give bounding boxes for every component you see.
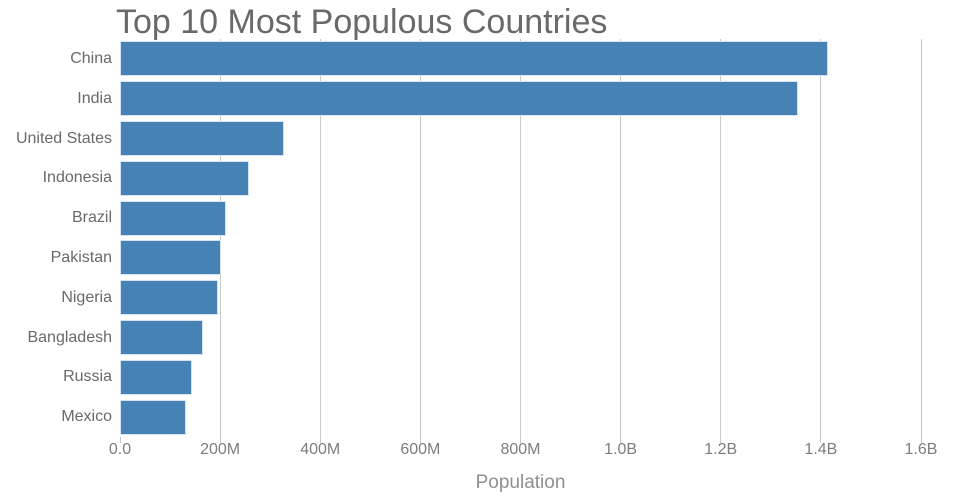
x-axis-tick-200m (219, 437, 221, 443)
x-axis-tick-0-0 (119, 437, 121, 443)
y-label-russia: Russia (63, 368, 112, 386)
gridline-1-0b (620, 39, 622, 437)
x-axis-title: Population (475, 472, 566, 493)
gridline-800m (520, 39, 521, 437)
bar-china (120, 41, 829, 77)
y-label-india: India (77, 89, 112, 107)
bar-mexico (120, 399, 186, 435)
y-label-indonesia: Indonesia (42, 169, 112, 187)
x-axis-tick-1-2b (720, 437, 722, 443)
gridline-200m (219, 39, 221, 437)
x-tick-label-1-4b: 1.4B (804, 441, 838, 458)
x-tick-label-1-2b: 1.2B (704, 441, 738, 458)
x-tick-label-200m: 200M (200, 441, 241, 458)
x-tick-label-0-0: 0.0 (108, 441, 132, 458)
x-axis-tick-1-0b (620, 437, 622, 443)
y-label-united-states: United States (15, 129, 112, 147)
x-tick-label-400m: 400M (300, 441, 341, 458)
y-label-mexico: Mexico (61, 408, 112, 426)
x-axis-tick-1-4b (820, 437, 822, 443)
x-tick-label-600m: 600M (400, 441, 441, 458)
x-axis-tick-1-6b (920, 437, 922, 443)
y-label-pakistan: Pakistan (50, 249, 112, 266)
y-label-china: China (70, 50, 112, 67)
x-axis-tick-800m (520, 437, 521, 443)
bar-united-states (120, 121, 284, 156)
bar-nigeria (120, 280, 219, 316)
bar-russia (120, 359, 193, 395)
x-axis-tick-400m (319, 437, 321, 443)
bar-pakistan (120, 240, 221, 276)
gridline-600m (419, 39, 421, 437)
x-axis-tick-600m (419, 437, 421, 443)
bar-india (120, 81, 798, 117)
plot-area (120, 39, 922, 437)
gridline-400m (319, 39, 321, 437)
bar-brazil (120, 200, 226, 236)
y-label-bangladesh: Bangladesh (27, 328, 112, 346)
gridline-1-6b (920, 39, 922, 437)
bar-bangladesh (120, 320, 204, 355)
gridline-1-2b (720, 39, 722, 437)
gridline-1-4b (820, 39, 822, 437)
chart-title: Top 10 Most Populous Countries (116, 3, 608, 41)
x-tick-label-1-6b: 1.6B (904, 441, 938, 458)
y-label-nigeria: Nigeria (61, 288, 112, 306)
y-label-brazil: Brazil (71, 209, 112, 227)
x-tick-label-1-0b: 1.0B (604, 441, 638, 458)
x-tick-label-800m: 800M (500, 441, 541, 458)
bar-indonesia (120, 160, 249, 196)
